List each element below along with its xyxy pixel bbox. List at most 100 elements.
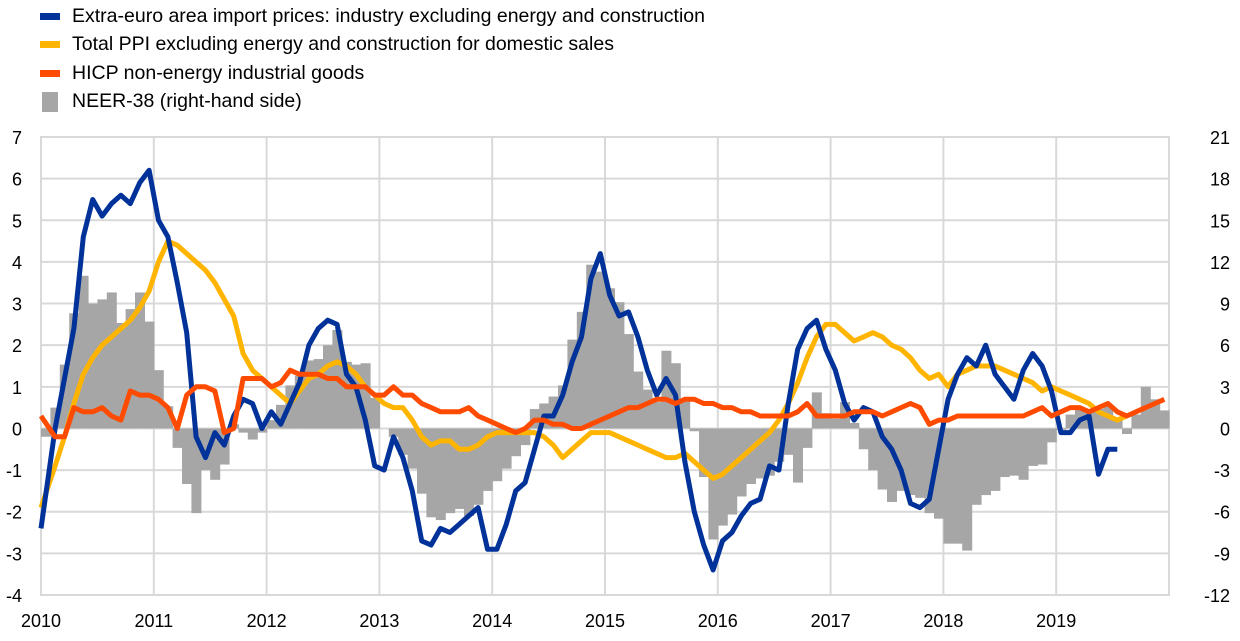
neer-bar xyxy=(1150,399,1161,429)
x-tick-label: 2012 xyxy=(247,611,287,631)
neer-bar xyxy=(1065,414,1076,429)
neer-bar xyxy=(97,299,108,429)
y-right-tick-label: -3 xyxy=(1214,461,1230,481)
neer-bar xyxy=(924,428,935,514)
neer-bar xyxy=(464,428,474,516)
neer-bar xyxy=(858,428,869,450)
neer-bar xyxy=(971,428,982,505)
neer-bar xyxy=(313,359,324,429)
x-tick-label: 2018 xyxy=(923,611,963,631)
neer-bar xyxy=(689,428,700,432)
neer-bar xyxy=(247,428,258,440)
legend: Extra-euro area import prices: industry … xyxy=(40,2,705,116)
neer-bar xyxy=(868,428,879,471)
neer-bar xyxy=(360,363,371,429)
x-tick-label: 2016 xyxy=(698,611,738,631)
y-left-tick-label: -4 xyxy=(6,586,22,606)
neer-bar xyxy=(172,428,183,448)
y-right-tick-label: 21 xyxy=(1210,128,1230,148)
neer-bar xyxy=(482,428,493,491)
neer-bar xyxy=(802,428,813,448)
neer-bar xyxy=(811,392,822,429)
y-right-tick-label: -9 xyxy=(1214,544,1230,564)
y-right-tick-label: 15 xyxy=(1210,211,1230,231)
neer-bar xyxy=(520,428,531,446)
y-right-tick-label: 18 xyxy=(1210,170,1230,190)
neer-bar xyxy=(78,275,89,429)
neer-bar xyxy=(135,292,145,429)
legend-item: NEER-38 (right-hand side) xyxy=(40,88,705,117)
neer-bar xyxy=(210,428,221,480)
neer-bar xyxy=(717,428,728,526)
y-right-tick-label: 0 xyxy=(1220,419,1230,439)
y-right-tick-label: 3 xyxy=(1220,378,1230,398)
neer-bar xyxy=(623,334,634,429)
neer-bar xyxy=(830,418,841,429)
neer-bar xyxy=(238,428,249,433)
neer-bar xyxy=(398,428,409,455)
y-left-tick-label: 1 xyxy=(12,378,22,398)
gridlines xyxy=(40,136,1170,596)
neer-bar xyxy=(492,428,503,482)
neer-bar xyxy=(1131,414,1142,429)
y-left-tick-label: 2 xyxy=(12,336,22,356)
neer-bar xyxy=(1009,428,1020,476)
neer-bar xyxy=(473,428,484,505)
neer-bar xyxy=(200,428,211,471)
neer-bar xyxy=(595,271,606,429)
neer-bar xyxy=(454,428,465,509)
neer-bar xyxy=(755,428,766,479)
neer-bar xyxy=(849,422,860,429)
neer-bar xyxy=(370,397,380,429)
neer-bar xyxy=(943,428,954,544)
legend-swatch xyxy=(42,91,58,112)
series-lines xyxy=(38,167,1166,573)
y-left-tick-label: 4 xyxy=(12,253,22,273)
neer-bar xyxy=(323,345,333,429)
legend-item: Total PPI excluding energy and construct… xyxy=(40,31,705,60)
x-tick-label: 2014 xyxy=(472,611,512,631)
x-tick-label: 2011 xyxy=(134,611,173,631)
y-left-tick-label: -1 xyxy=(6,461,22,481)
legend-swatch xyxy=(40,69,60,77)
neer-bar xyxy=(736,428,747,497)
legend-label: Total PPI excluding energy and construct… xyxy=(72,33,614,56)
axes: -4-3-2-101234567-12-9-6-3036912151821201… xyxy=(6,128,1230,631)
neer-bar xyxy=(435,428,446,521)
y-left-tick-label: 3 xyxy=(12,295,22,315)
y-right-tick-label: 12 xyxy=(1210,253,1230,273)
x-tick-label: 2015 xyxy=(585,611,625,631)
neer-bar xyxy=(1093,409,1104,429)
neer-bar xyxy=(407,428,418,469)
neer-bar xyxy=(1046,428,1057,443)
neer-bar xyxy=(341,361,352,429)
legend-label: Extra-euro area import prices: industry … xyxy=(72,4,705,27)
y-right-tick-label: 6 xyxy=(1220,336,1230,356)
y-left-tick-label: -2 xyxy=(6,503,22,523)
neer-bar xyxy=(896,428,907,491)
y-right-tick-label: -12 xyxy=(1204,586,1230,606)
neer-bar xyxy=(661,350,672,429)
legend-swatch xyxy=(40,12,60,20)
neer-bar xyxy=(511,428,521,457)
legend-item: Extra-euro area import prices: industry … xyxy=(40,2,705,31)
neer-bar xyxy=(952,428,963,544)
y-left-tick-label: 5 xyxy=(12,211,22,231)
import-prices-line xyxy=(38,167,1118,573)
neer-bar xyxy=(981,428,991,496)
neer-bar xyxy=(125,309,136,429)
ppi-line xyxy=(38,238,1128,509)
neer-bar xyxy=(576,311,587,429)
neer-bar xyxy=(915,428,926,498)
neer-bar xyxy=(417,428,427,494)
neer-bar xyxy=(304,360,315,429)
neer-bar xyxy=(276,404,286,429)
neer-bar xyxy=(294,375,305,429)
neer-bar xyxy=(905,428,916,496)
x-tick-label: 2010 xyxy=(21,611,61,631)
neer-bar xyxy=(708,428,719,540)
neer-bar xyxy=(1112,420,1123,429)
neer-bar xyxy=(680,399,691,429)
neer-bar xyxy=(1037,428,1048,465)
